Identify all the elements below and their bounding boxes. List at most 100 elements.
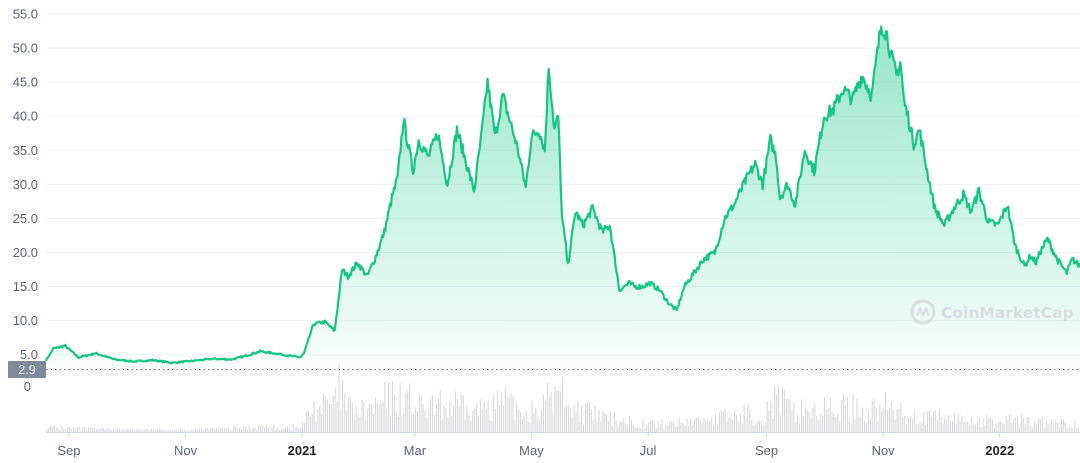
volume-bar — [141, 430, 143, 432]
x-tick-label: Sep — [57, 443, 80, 458]
volume-bar — [376, 403, 378, 432]
volume-bar — [852, 393, 854, 432]
volume-bar — [523, 416, 525, 432]
volume-bar — [160, 429, 162, 432]
volume-bar — [340, 408, 342, 432]
volume-bar — [216, 427, 218, 432]
volume-bar — [919, 421, 921, 432]
volume-bar — [122, 428, 124, 432]
volume-bar — [174, 429, 176, 432]
volume-bar — [432, 395, 434, 432]
volume-bar — [168, 430, 170, 432]
volume-bar — [969, 425, 971, 432]
volume-bar — [720, 410, 722, 432]
volume-bar — [749, 409, 751, 432]
volume-bar — [1043, 428, 1045, 432]
volume-bar — [713, 425, 715, 432]
volume-bar — [327, 399, 329, 432]
volume-bar — [909, 417, 911, 432]
volume-bar — [606, 414, 608, 432]
volume-bar — [506, 395, 508, 432]
volume-bar — [227, 427, 229, 432]
volume-bar — [865, 422, 867, 432]
volume-bar — [722, 412, 724, 432]
volume-bar — [558, 391, 560, 432]
volume-bar — [118, 428, 120, 432]
volume-bar — [648, 422, 650, 432]
volume-bar — [781, 387, 783, 432]
volume-bar — [357, 414, 359, 432]
volume-bar — [323, 393, 325, 432]
volume-bar — [456, 399, 458, 432]
volume-bar — [516, 403, 518, 432]
volume-bar — [791, 410, 793, 432]
volume-bar — [860, 417, 862, 432]
volume-bar — [1055, 419, 1057, 432]
volume-bar — [655, 427, 657, 432]
volume-bar — [76, 427, 78, 432]
volume-bar — [344, 394, 346, 432]
watermark-text: CoinMarketCap — [941, 304, 1074, 322]
volume-bar — [269, 429, 271, 432]
volume-bar — [973, 425, 975, 432]
volume-bar — [554, 385, 556, 432]
volume-bar — [499, 405, 501, 432]
x-tick-label: Sep — [755, 443, 778, 458]
volume-bar — [386, 408, 388, 432]
volume-bar — [802, 415, 804, 432]
volume-bar — [583, 425, 585, 432]
volume-bar — [644, 428, 646, 432]
volume-bar — [714, 413, 716, 432]
volume-bar — [986, 414, 988, 432]
volume-bar — [158, 428, 160, 432]
volume-bar — [974, 424, 976, 432]
volume-bar — [760, 421, 762, 432]
volume-bar — [822, 416, 824, 432]
volume-bar — [298, 427, 300, 432]
volume-bars — [46, 363, 1080, 433]
volume-bar — [537, 417, 539, 432]
volume-bar — [443, 405, 445, 432]
volume-bar — [669, 421, 671, 432]
volume-bar — [814, 403, 816, 432]
volume-bar — [445, 408, 447, 432]
volume-bar — [642, 419, 644, 432]
volume-bar — [51, 426, 53, 432]
volume-bar — [78, 426, 80, 432]
volume-bar — [946, 420, 948, 432]
volume-bar — [680, 422, 682, 432]
volume-bar — [831, 411, 833, 432]
volume-bar — [233, 426, 235, 432]
volume-bar — [294, 427, 296, 432]
volume-bar — [65, 429, 67, 432]
volume-bar — [237, 428, 239, 432]
volume-bar — [263, 428, 265, 432]
volume-bar — [91, 428, 93, 432]
volume-bar — [292, 424, 294, 432]
volume-bar — [659, 424, 661, 432]
volume-bar — [957, 414, 959, 432]
volume-bar — [464, 419, 466, 432]
volume-bar — [1070, 426, 1072, 432]
volume-bar — [351, 402, 353, 432]
volume-bar — [109, 429, 111, 432]
volume-bar — [369, 403, 371, 432]
volume-bar — [779, 415, 781, 432]
volume-bar — [743, 405, 745, 432]
x-tick-label: May — [519, 443, 544, 458]
volume-bar — [785, 399, 787, 432]
volume-bar — [764, 422, 766, 432]
volume-bar — [873, 398, 875, 432]
volume-bar — [862, 407, 864, 432]
volume-bar — [191, 429, 193, 432]
volume-bar — [1026, 417, 1028, 432]
volume-bar — [651, 420, 653, 432]
volume-bar — [600, 421, 602, 432]
volume-bar — [353, 419, 355, 432]
volume-bar — [1064, 422, 1066, 432]
volume-bar — [407, 390, 409, 432]
volume-bar — [745, 418, 747, 432]
volume-bar — [1015, 417, 1017, 432]
volume-bar — [46, 430, 48, 432]
volume-bar — [556, 390, 558, 432]
